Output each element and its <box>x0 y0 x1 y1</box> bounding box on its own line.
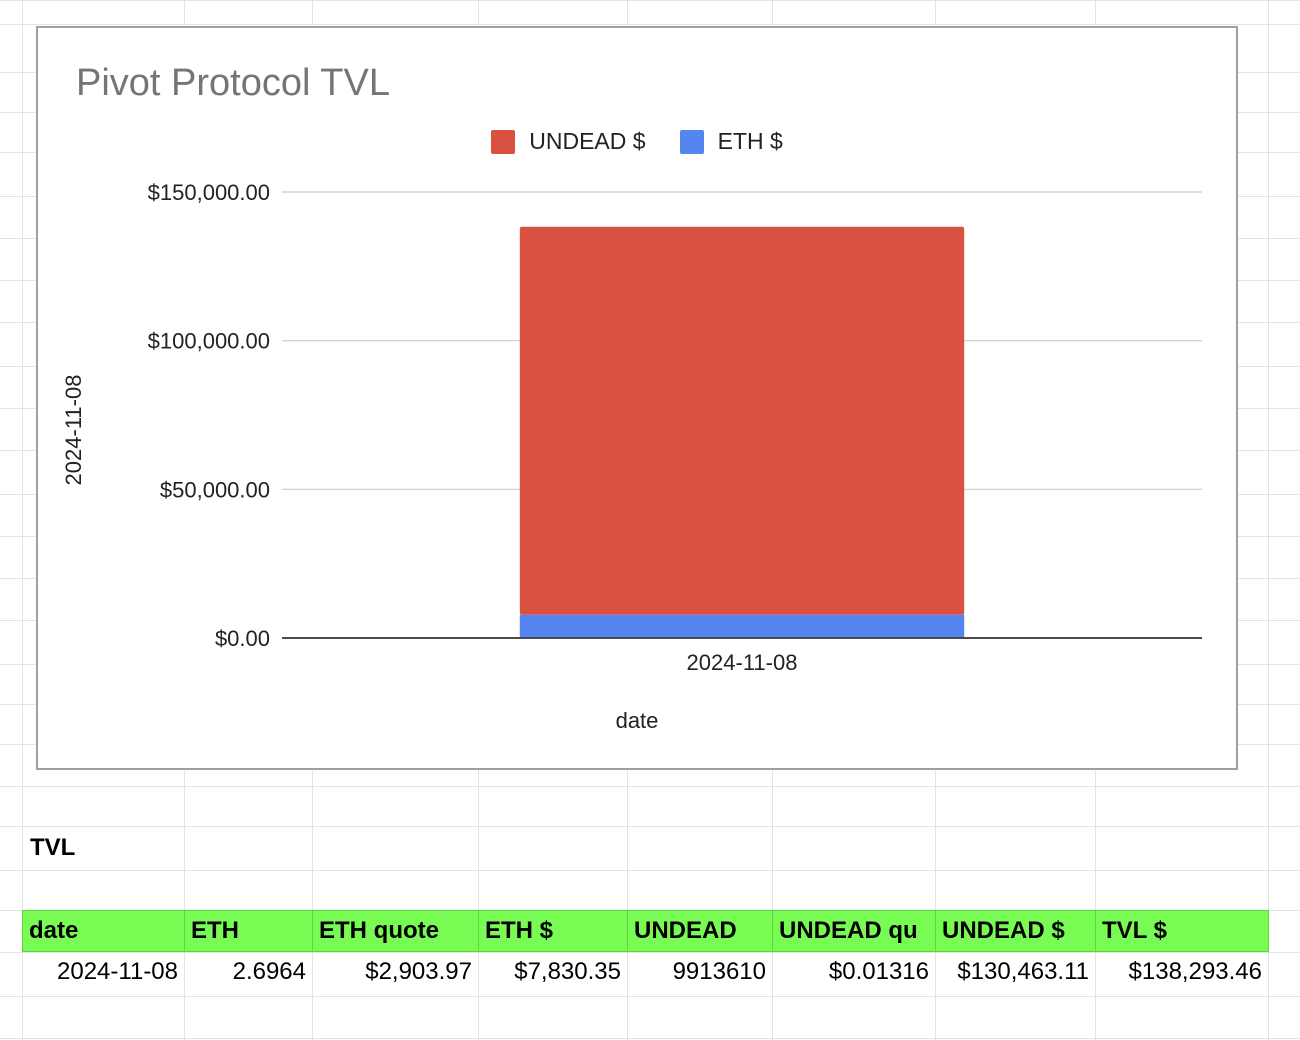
sheet-row-line <box>0 870 1300 871</box>
column-header[interactable]: ETH quote <box>312 910 479 952</box>
table-cell[interactable]: $0.01316 <box>828 958 929 985</box>
table-cell[interactable]: $2,903.97 <box>365 958 472 985</box>
sheet-row-line <box>0 786 1300 787</box>
table-cell[interactable]: $7,830.35 <box>514 958 621 985</box>
chart-legend: UNDEAD $ ETH $ <box>38 128 1236 155</box>
column-header[interactable]: UNDEAD $ <box>935 910 1096 952</box>
legend-label: ETH $ <box>717 128 783 154</box>
y-tick-label: $150,000.00 <box>148 180 270 205</box>
bar-segment-eth <box>519 614 965 638</box>
x-axis-title: date <box>615 708 659 733</box>
sheet-row-line <box>0 826 1300 827</box>
column-header[interactable]: TVL $ <box>1095 910 1269 952</box>
plot-area: $0.00 $50,000.00 $100,000.00 $150,000.00 202… <box>148 180 1202 675</box>
sheet-row-line <box>0 0 1300 1</box>
table-cell[interactable]: 2.6964 <box>232 958 306 985</box>
sheet-row-line <box>0 952 1300 953</box>
table-cell[interactable]: $138,293.46 <box>1128 958 1262 985</box>
column-header[interactable]: UNDEAD <box>627 910 773 952</box>
y-tick-label: $100,000.00 <box>148 329 270 354</box>
legend-item[interactable]: ETH $ <box>679 128 783 155</box>
data-table: date ETH ETH quote ETH $ UNDEAD UNDEAD qu UNDE… <box>22 910 1269 993</box>
column-header[interactable]: UNDEAD qu <box>772 910 936 952</box>
column-header[interactable]: date <box>22 910 185 952</box>
table-cell[interactable]: $130,463.11 <box>957 958 1089 985</box>
chart-title: Pivot Protocol TVL <box>76 62 391 104</box>
x-tick-label: 2024-11-08 <box>687 650 798 675</box>
chart-card[interactable]: Pivot Protocol TVL UNDEAD $ ETH $ 2024-11… <box>36 26 1238 770</box>
y-tick-label: $0.00 <box>215 626 270 651</box>
legend-swatch <box>491 129 516 154</box>
column-header[interactable]: ETH $ <box>478 910 628 952</box>
column-header[interactable]: ETH <box>184 910 313 952</box>
table-row: 2024-11-08 2.6964 $2,903.97 $7,830.35 991361… <box>23 952 1269 993</box>
section-title: TVL <box>30 834 76 861</box>
bar-segment-undead <box>519 226 965 615</box>
table-cell[interactable]: 2024-11-08 <box>57 958 178 985</box>
legend-swatch <box>679 129 704 154</box>
table-cell[interactable]: 9913610 <box>672 958 766 985</box>
y-tick-label: $50,000.00 <box>160 477 270 502</box>
sheet-column-line <box>22 0 23 1040</box>
legend-label: UNDEAD $ <box>529 128 646 154</box>
table-header-row: date ETH ETH quote ETH $ UNDEAD UNDEAD qu UNDE… <box>22 910 1269 952</box>
legend-item[interactable]: UNDEAD $ <box>491 128 646 155</box>
sheet-row-line <box>0 1038 1300 1039</box>
sheet-row-line <box>0 24 1300 25</box>
sheet-row-line <box>0 996 1300 997</box>
sheet-column-line <box>1268 0 1269 1040</box>
